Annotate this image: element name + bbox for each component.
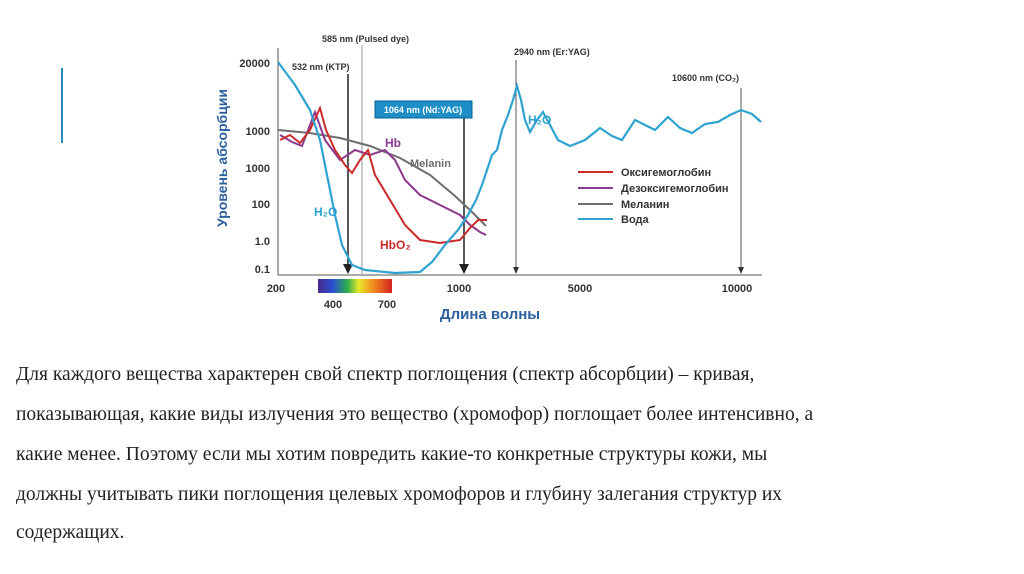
curve-label: H₂O (314, 205, 337, 219)
y-tick-label: 1.0 (255, 236, 270, 248)
paragraph-line: показывающая, какие виды излучения это в… (16, 404, 814, 425)
laser-label: 532 nm (KTP) (292, 62, 350, 72)
legend-label: Вода (621, 214, 650, 226)
x-tick-label: 10000 (722, 283, 753, 295)
arrow-head (343, 264, 353, 274)
curve-label: HbO₂ (380, 238, 411, 252)
x-tick-label: 200 (267, 283, 285, 295)
laser-label: 1064 nm (Nd:YAG) (384, 105, 462, 115)
melanin-curve (277, 129, 487, 227)
arrow-head (513, 267, 519, 274)
laser-label: 2940 nm (Er:YAG) (514, 47, 590, 57)
arrow-head (459, 264, 469, 274)
curve-label: Melanin (410, 158, 451, 170)
y-axis-title: Уровень абсорбции (214, 89, 230, 227)
legend-label: Меланин (621, 199, 669, 211)
spectrum-label: 700 (378, 299, 396, 311)
laser-label: 10600 nm (CO₂) (672, 73, 739, 83)
oxy-curve (279, 105, 487, 245)
curve-label: H₂O (528, 113, 551, 127)
y-tick-label: 20000 (239, 58, 270, 70)
paragraph-line: должны учитывать пики поглощения целевых… (16, 484, 783, 505)
legend-label: Дезоксигемоглобин (621, 183, 729, 195)
paragraph-line: Для каждого вещества характерен свой спе… (16, 364, 755, 385)
arrow-head (738, 267, 744, 274)
deoxy-curve (279, 109, 487, 236)
y-tick-label: 100 (252, 199, 270, 211)
y-tick-label: 1000 (246, 163, 270, 175)
laser-label: 585 nm (Pulsed dye) (322, 34, 409, 44)
y-tick-label: 1000 (246, 126, 270, 138)
curve-label: Hb (385, 136, 401, 150)
y-tick-label: 0.1 (255, 264, 270, 276)
x-axis-title: Длина волны (440, 306, 540, 323)
x-tick-label: 5000 (568, 283, 592, 295)
spectrum-label: 400 (324, 299, 342, 311)
legend-label: Оксигемоглобин (621, 167, 711, 179)
x-tick-label: 1000 (447, 283, 471, 295)
laser-label-box (374, 100, 473, 119)
spectrum-bar (318, 279, 392, 293)
paragraph-line: какие менее. Поэтому если мы хотим повре… (16, 444, 768, 465)
water-curve (277, 61, 762, 275)
paragraph-line: содержащих. (16, 522, 125, 543)
